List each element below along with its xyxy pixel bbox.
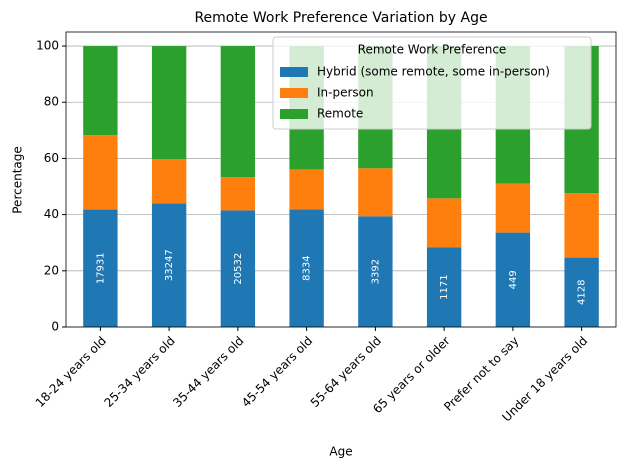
legend-swatch bbox=[280, 67, 308, 77]
count-label: 1171 bbox=[439, 274, 450, 299]
bar-segment bbox=[220, 46, 256, 178]
y-axis-label: Percentage bbox=[11, 146, 25, 214]
bar-segment bbox=[564, 193, 599, 258]
legend-swatch bbox=[280, 88, 308, 98]
x-axis-label: Age bbox=[329, 445, 352, 459]
bar-segment bbox=[220, 210, 256, 327]
count-label: 17931 bbox=[95, 252, 106, 284]
bar-segment bbox=[426, 247, 462, 327]
bar-segment bbox=[495, 183, 531, 233]
y-tick-label: 40 bbox=[44, 207, 59, 221]
y-tick-label: 80 bbox=[44, 95, 59, 109]
bar-segment bbox=[83, 46, 118, 136]
legend-swatch bbox=[280, 109, 308, 119]
count-label: 4128 bbox=[577, 280, 588, 305]
bar-segment bbox=[83, 209, 118, 327]
bar-segment bbox=[564, 257, 599, 327]
y-tick-label: 20 bbox=[44, 263, 59, 277]
x-tick-label: 55-64 years old bbox=[308, 334, 384, 410]
plot-frame bbox=[65, 31, 617, 328]
count-label: 3392 bbox=[370, 259, 381, 284]
bar-segment bbox=[220, 177, 256, 211]
x-tick-label: Prefer not to say bbox=[441, 334, 521, 414]
legend-label: Remote bbox=[317, 107, 363, 121]
bar-segment bbox=[426, 198, 462, 248]
x-tick-label: 18-24 years old bbox=[33, 334, 109, 410]
bar-segment bbox=[151, 46, 187, 159]
x-tick-label: 25-34 years old bbox=[101, 334, 177, 410]
x-tick-label: 35-44 years old bbox=[170, 334, 246, 410]
y-tick-label: 0 bbox=[51, 320, 59, 334]
bar-segment bbox=[358, 216, 393, 327]
x-tick-label: 45-54 years old bbox=[239, 334, 315, 410]
legend-label: Hybrid (some remote, some in-person) bbox=[317, 65, 550, 79]
count-label: 449 bbox=[508, 270, 519, 289]
y-tick-label: 100 bbox=[36, 39, 59, 53]
count-label: 20532 bbox=[233, 253, 244, 285]
legend-title: Remote Work Preference bbox=[358, 43, 507, 57]
bar-segment bbox=[289, 209, 324, 327]
y-tick-label: 60 bbox=[44, 151, 59, 165]
count-label: 33247 bbox=[164, 249, 175, 281]
bar-segment bbox=[83, 135, 118, 210]
bar-segment bbox=[495, 232, 531, 327]
bar-segment bbox=[289, 169, 324, 210]
bar-segment bbox=[151, 203, 187, 327]
legend-box bbox=[272, 36, 592, 130]
legend-label: In-person bbox=[317, 86, 374, 100]
chart-title: Remote Work Preference Variation by Age bbox=[194, 10, 487, 26]
count-label: 8334 bbox=[302, 255, 313, 280]
bar-segment bbox=[358, 168, 393, 217]
bar-segment bbox=[151, 158, 187, 204]
